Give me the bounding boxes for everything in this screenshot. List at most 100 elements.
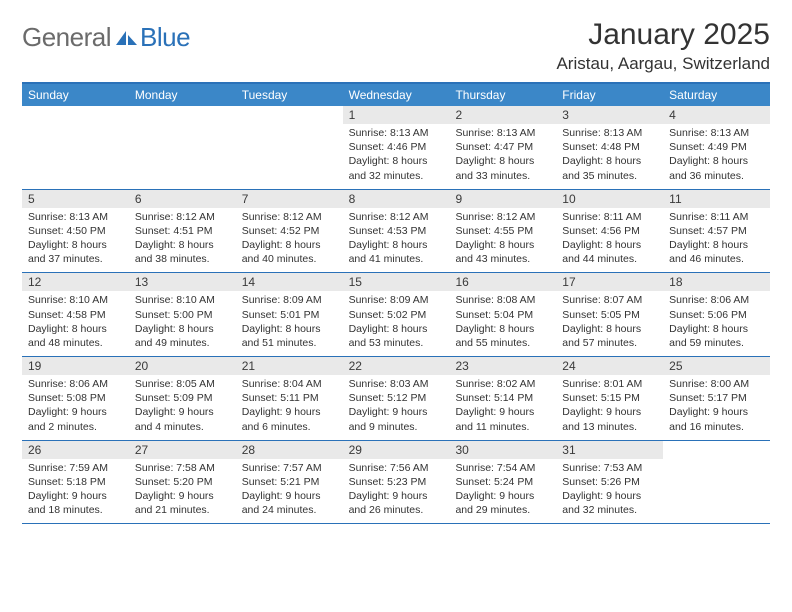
day-cell: 2Sunrise: 8:13 AMSunset: 4:47 PMDaylight… [449,106,556,189]
sunrise-text: Sunrise: 8:10 AM [28,293,123,307]
day-body [22,124,129,184]
sunset-text: Sunset: 5:21 PM [242,475,337,489]
day-number: 4 [663,106,770,124]
day-number: 16 [449,273,556,291]
sunset-text: Sunset: 5:04 PM [455,308,550,322]
weekday-header: Thursday [449,84,556,106]
day-body: Sunrise: 8:06 AMSunset: 5:06 PMDaylight:… [663,291,770,356]
week-row: 5Sunrise: 8:13 AMSunset: 4:50 PMDaylight… [22,190,770,274]
week-row: 12Sunrise: 8:10 AMSunset: 4:58 PMDayligh… [22,273,770,357]
sunrise-text: Sunrise: 8:04 AM [242,377,337,391]
sunset-text: Sunset: 4:58 PM [28,308,123,322]
sunrise-text: Sunrise: 7:57 AM [242,461,337,475]
day-cell: 1Sunrise: 8:13 AMSunset: 4:46 PMDaylight… [343,106,450,189]
day-number [129,106,236,124]
day-body: Sunrise: 8:07 AMSunset: 5:05 PMDaylight:… [556,291,663,356]
daylight-text: Daylight: 8 hours and 40 minutes. [242,238,337,266]
day-body: Sunrise: 8:04 AMSunset: 5:11 PMDaylight:… [236,375,343,440]
day-body: Sunrise: 7:59 AMSunset: 5:18 PMDaylight:… [22,459,129,524]
day-cell: 18Sunrise: 8:06 AMSunset: 5:06 PMDayligh… [663,273,770,356]
daylight-text: Daylight: 8 hours and 49 minutes. [135,322,230,350]
sunrise-text: Sunrise: 8:13 AM [349,126,444,140]
daylight-text: Daylight: 9 hours and 16 minutes. [669,405,764,433]
daylight-text: Daylight: 8 hours and 41 minutes. [349,238,444,266]
daylight-text: Daylight: 8 hours and 36 minutes. [669,154,764,182]
daylight-text: Daylight: 9 hours and 21 minutes. [135,489,230,517]
daylight-text: Daylight: 9 hours and 11 minutes. [455,405,550,433]
day-cell: 26Sunrise: 7:59 AMSunset: 5:18 PMDayligh… [22,441,129,524]
day-cell [236,106,343,189]
daylight-text: Daylight: 8 hours and 48 minutes. [28,322,123,350]
day-number: 19 [22,357,129,375]
day-body: Sunrise: 7:56 AMSunset: 5:23 PMDaylight:… [343,459,450,524]
day-cell: 28Sunrise: 7:57 AMSunset: 5:21 PMDayligh… [236,441,343,524]
day-number: 11 [663,190,770,208]
title-block: January 2025 Aristau, Aargau, Switzerlan… [556,18,770,74]
day-body: Sunrise: 8:03 AMSunset: 5:12 PMDaylight:… [343,375,450,440]
weeks-container: 1Sunrise: 8:13 AMSunset: 4:46 PMDaylight… [22,106,770,524]
page-title: January 2025 [556,18,770,52]
day-number: 25 [663,357,770,375]
day-number: 6 [129,190,236,208]
sunset-text: Sunset: 4:53 PM [349,224,444,238]
sunset-text: Sunset: 4:49 PM [669,140,764,154]
sunset-text: Sunset: 4:56 PM [562,224,657,238]
day-number: 28 [236,441,343,459]
day-cell: 10Sunrise: 8:11 AMSunset: 4:56 PMDayligh… [556,190,663,273]
sunrise-text: Sunrise: 7:56 AM [349,461,444,475]
day-cell: 8Sunrise: 8:12 AMSunset: 4:53 PMDaylight… [343,190,450,273]
day-body: Sunrise: 8:12 AMSunset: 4:53 PMDaylight:… [343,208,450,273]
day-cell: 22Sunrise: 8:03 AMSunset: 5:12 PMDayligh… [343,357,450,440]
day-cell: 30Sunrise: 7:54 AMSunset: 5:24 PMDayligh… [449,441,556,524]
sunset-text: Sunset: 5:18 PM [28,475,123,489]
calendar: Sunday Monday Tuesday Wednesday Thursday… [22,82,770,524]
logo: General Blue [22,18,190,53]
day-body: Sunrise: 8:09 AMSunset: 5:02 PMDaylight:… [343,291,450,356]
daylight-text: Daylight: 9 hours and 24 minutes. [242,489,337,517]
sunrise-text: Sunrise: 8:02 AM [455,377,550,391]
sunset-text: Sunset: 5:12 PM [349,391,444,405]
day-number: 22 [343,357,450,375]
sunrise-text: Sunrise: 8:00 AM [669,377,764,391]
day-number: 31 [556,441,663,459]
sunrise-text: Sunrise: 8:13 AM [562,126,657,140]
day-number: 8 [343,190,450,208]
day-cell: 6Sunrise: 8:12 AMSunset: 4:51 PMDaylight… [129,190,236,273]
day-cell: 3Sunrise: 8:13 AMSunset: 4:48 PMDaylight… [556,106,663,189]
day-cell: 12Sunrise: 8:10 AMSunset: 4:58 PMDayligh… [22,273,129,356]
sunset-text: Sunset: 5:15 PM [562,391,657,405]
daylight-text: Daylight: 8 hours and 57 minutes. [562,322,657,350]
sunset-text: Sunset: 5:20 PM [135,475,230,489]
sunset-text: Sunset: 5:17 PM [669,391,764,405]
sunset-text: Sunset: 5:05 PM [562,308,657,322]
sunrise-text: Sunrise: 8:01 AM [562,377,657,391]
day-body: Sunrise: 7:53 AMSunset: 5:26 PMDaylight:… [556,459,663,524]
sunrise-text: Sunrise: 8:09 AM [349,293,444,307]
day-body: Sunrise: 7:57 AMSunset: 5:21 PMDaylight:… [236,459,343,524]
weekday-header: Saturday [663,84,770,106]
sunset-text: Sunset: 5:09 PM [135,391,230,405]
day-body: Sunrise: 8:10 AMSunset: 4:58 PMDaylight:… [22,291,129,356]
day-cell: 15Sunrise: 8:09 AMSunset: 5:02 PMDayligh… [343,273,450,356]
sunrise-text: Sunrise: 8:09 AM [242,293,337,307]
daylight-text: Daylight: 9 hours and 4 minutes. [135,405,230,433]
daylight-text: Daylight: 9 hours and 9 minutes. [349,405,444,433]
day-number [663,441,770,459]
sunrise-text: Sunrise: 8:13 AM [28,210,123,224]
sunset-text: Sunset: 4:51 PM [135,224,230,238]
day-number: 9 [449,190,556,208]
day-cell [22,106,129,189]
day-body: Sunrise: 7:54 AMSunset: 5:24 PMDaylight:… [449,459,556,524]
day-number: 15 [343,273,450,291]
day-number: 18 [663,273,770,291]
day-number: 17 [556,273,663,291]
day-cell: 7Sunrise: 8:12 AMSunset: 4:52 PMDaylight… [236,190,343,273]
day-body: Sunrise: 8:05 AMSunset: 5:09 PMDaylight:… [129,375,236,440]
day-number: 12 [22,273,129,291]
day-cell [663,441,770,524]
day-body: Sunrise: 8:13 AMSunset: 4:46 PMDaylight:… [343,124,450,189]
day-cell: 24Sunrise: 8:01 AMSunset: 5:15 PMDayligh… [556,357,663,440]
sunrise-text: Sunrise: 7:58 AM [135,461,230,475]
sunset-text: Sunset: 5:00 PM [135,308,230,322]
day-number: 5 [22,190,129,208]
